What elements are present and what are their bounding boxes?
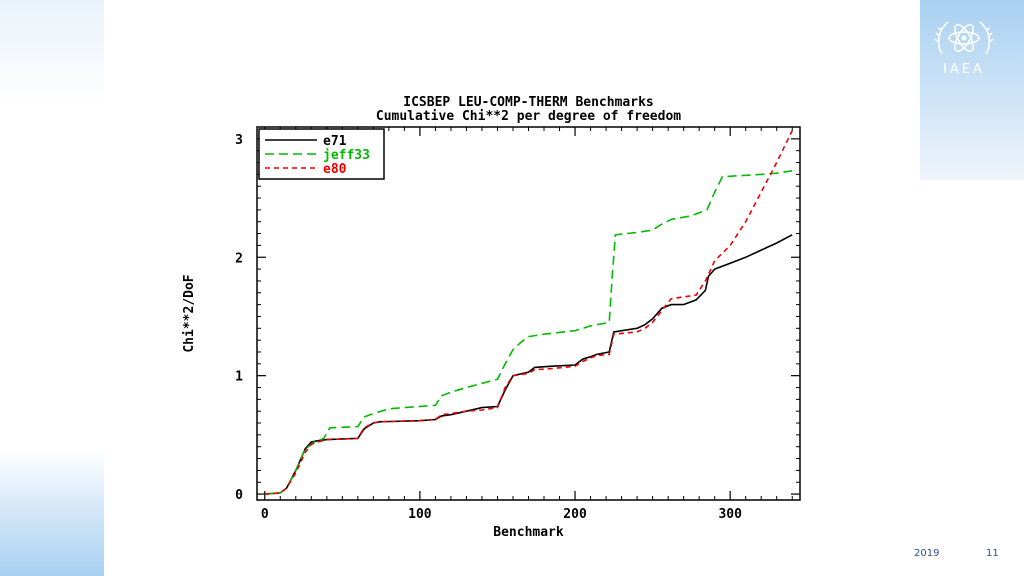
series-line-e80	[264, 130, 793, 495]
page-number: 11	[986, 548, 999, 559]
x-tick-label: 100	[408, 507, 432, 522]
x-axis-label: Benchmark	[493, 525, 564, 540]
series-line-jeff33	[264, 170, 793, 495]
x-tick-label: 0	[261, 507, 269, 522]
y-tick-label: 0	[235, 488, 243, 503]
legend-label-jeff33: jeff33	[323, 148, 370, 163]
legend-label-e71: e71	[323, 134, 347, 149]
y-tick-label: 2	[235, 251, 243, 266]
chart-title: ICSBEP LEU-COMP-THERM Benchmarks	[403, 95, 653, 110]
slide-left-gradient	[0, 0, 104, 576]
iaea-logo-icon	[934, 21, 994, 55]
cumulative-chi2-chart: ICSBEP LEU-COMP-THERM BenchmarksCumulati…	[182, 95, 801, 540]
slide-right-panel	[920, 0, 1024, 180]
chart-subtitle: Cumulative Chi**2 per degree of freedom	[376, 109, 681, 124]
y-tick-label: 3	[235, 133, 243, 148]
y-axis-label: Chi**2/DoF	[182, 274, 197, 352]
x-tick-label: 300	[718, 507, 742, 522]
footer-date: 2019	[914, 548, 940, 559]
legend-label-e80: e80	[323, 162, 347, 177]
logo-text: IAEA	[943, 62, 985, 77]
y-tick-label: 1	[235, 370, 243, 385]
x-tick-label: 200	[563, 507, 587, 522]
series-line-e71	[264, 234, 793, 495]
